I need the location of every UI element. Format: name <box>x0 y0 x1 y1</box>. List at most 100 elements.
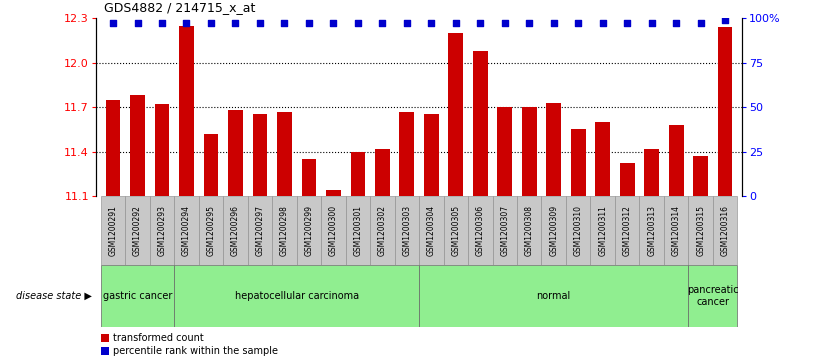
Text: GSM1200313: GSM1200313 <box>647 205 656 256</box>
Bar <box>198 196 224 265</box>
Point <box>302 21 315 26</box>
Bar <box>224 196 248 265</box>
Text: GSM1200300: GSM1200300 <box>329 205 338 256</box>
Text: GSM1200307: GSM1200307 <box>500 205 510 256</box>
Point <box>278 21 291 26</box>
Bar <box>497 107 512 196</box>
Text: GSM1200311: GSM1200311 <box>598 205 607 256</box>
Text: GSM1200303: GSM1200303 <box>402 205 411 256</box>
Bar <box>297 196 321 265</box>
Text: GSM1200310: GSM1200310 <box>574 205 583 256</box>
Point <box>718 17 731 23</box>
Point <box>547 21 560 26</box>
Bar <box>375 148 389 196</box>
Point <box>645 21 658 26</box>
Text: GSM1200314: GSM1200314 <box>671 205 681 256</box>
Bar <box>517 196 541 265</box>
Text: GDS4882 / 214715_x_at: GDS4882 / 214715_x_at <box>104 1 256 15</box>
Point <box>571 21 585 26</box>
Bar <box>229 110 243 196</box>
Text: GSM1200309: GSM1200309 <box>550 205 558 256</box>
Bar <box>101 196 125 265</box>
Bar <box>150 196 174 265</box>
Bar <box>571 129 585 196</box>
Bar <box>248 196 272 265</box>
Point <box>670 21 683 26</box>
Bar <box>620 163 635 196</box>
Point <box>131 21 144 26</box>
Bar <box>394 196 420 265</box>
Point <box>180 21 193 26</box>
Text: GSM1200297: GSM1200297 <box>255 205 264 256</box>
Bar <box>350 151 365 196</box>
Text: GSM1200306: GSM1200306 <box>475 205 485 256</box>
Text: pancreatic
cancer: pancreatic cancer <box>687 285 739 307</box>
Point <box>694 21 707 26</box>
Bar <box>420 196 444 265</box>
Bar <box>174 265 420 327</box>
Bar <box>590 196 615 265</box>
Text: GSM1200291: GSM1200291 <box>108 205 118 256</box>
Point <box>327 21 340 26</box>
Point <box>204 21 218 26</box>
Point <box>498 21 511 26</box>
Text: GSM1200304: GSM1200304 <box>427 205 436 256</box>
Bar <box>615 196 640 265</box>
Bar <box>130 95 145 196</box>
Bar <box>546 103 561 196</box>
Point <box>229 21 242 26</box>
Bar <box>321 196 345 265</box>
Text: GSM1200293: GSM1200293 <box>158 205 167 256</box>
Text: normal: normal <box>536 291 570 301</box>
Bar <box>420 265 688 327</box>
Text: hepatocellular carcinoma: hepatocellular carcinoma <box>234 291 359 301</box>
Bar <box>154 104 169 196</box>
Bar <box>106 100 120 196</box>
Bar <box>640 196 664 265</box>
Text: GSM1200294: GSM1200294 <box>182 205 191 256</box>
Bar <box>693 156 708 196</box>
Bar <box>345 196 370 265</box>
Text: GSM1200315: GSM1200315 <box>696 205 705 256</box>
Point <box>523 21 536 26</box>
Point <box>254 21 267 26</box>
Bar <box>101 265 174 327</box>
Bar <box>203 134 219 196</box>
Legend: transformed count, percentile rank within the sample: transformed count, percentile rank withi… <box>101 333 279 356</box>
Bar <box>370 196 394 265</box>
Bar <box>645 148 659 196</box>
Bar <box>522 107 536 196</box>
Text: GSM1200292: GSM1200292 <box>133 205 142 256</box>
Bar <box>302 159 316 196</box>
Bar <box>125 196 150 265</box>
Bar <box>595 122 610 196</box>
Bar <box>664 196 688 265</box>
Bar <box>326 190 341 196</box>
Text: GSM1200308: GSM1200308 <box>525 205 534 256</box>
Bar <box>493 196 517 265</box>
Point <box>620 21 634 26</box>
Point <box>596 21 610 26</box>
Bar <box>566 196 590 265</box>
Bar <box>688 265 737 327</box>
Bar <box>669 125 684 196</box>
Bar <box>277 111 292 196</box>
Bar <box>179 25 193 196</box>
Bar <box>399 111 414 196</box>
Point <box>375 21 389 26</box>
Bar <box>718 27 732 196</box>
Point <box>400 21 414 26</box>
Bar <box>444 196 468 265</box>
Text: GSM1200305: GSM1200305 <box>451 205 460 256</box>
Text: GSM1200312: GSM1200312 <box>623 205 631 256</box>
Bar <box>541 196 566 265</box>
Bar <box>174 196 198 265</box>
Point <box>107 21 120 26</box>
Text: GSM1200316: GSM1200316 <box>721 205 730 256</box>
Bar <box>713 196 737 265</box>
Text: disease state ▶: disease state ▶ <box>16 291 92 301</box>
Bar <box>473 51 488 196</box>
Bar <box>253 114 267 196</box>
Text: gastric cancer: gastric cancer <box>103 291 172 301</box>
Point <box>155 21 168 26</box>
